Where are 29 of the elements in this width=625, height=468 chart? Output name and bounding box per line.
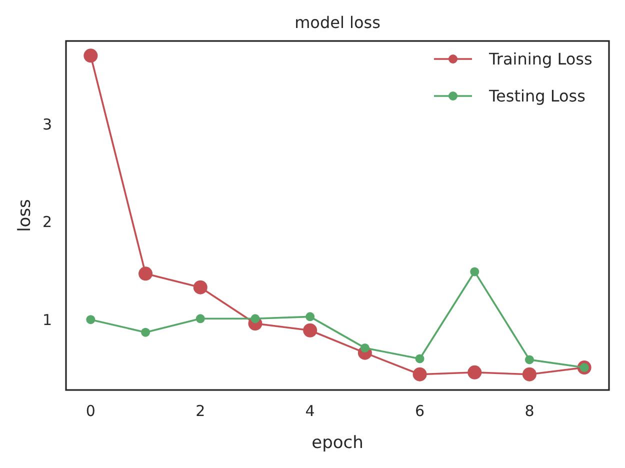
y-tick-label: 3 xyxy=(42,115,52,134)
y-tick-label: 1 xyxy=(42,310,52,329)
point xyxy=(470,267,480,276)
point xyxy=(86,315,96,324)
point xyxy=(196,314,205,324)
point xyxy=(360,343,370,352)
point xyxy=(306,312,315,322)
point xyxy=(412,367,427,382)
x-tick-label: 8 xyxy=(524,402,534,420)
y-tick-label: 2 xyxy=(42,213,52,232)
x-tick-label: 0 xyxy=(86,402,96,420)
point xyxy=(303,323,318,338)
legend-label: Training Loss xyxy=(488,50,592,69)
point xyxy=(193,280,208,294)
point xyxy=(84,48,98,63)
x-axis-title: epoch xyxy=(312,433,364,453)
point xyxy=(522,367,536,382)
point xyxy=(415,354,424,364)
point xyxy=(524,355,534,364)
point xyxy=(468,365,482,380)
x-tick-label: 4 xyxy=(305,402,315,420)
point xyxy=(138,266,153,281)
x-tick-label: 2 xyxy=(196,402,206,420)
x-tick-label: 6 xyxy=(415,402,425,420)
chart-title: model loss xyxy=(294,13,380,32)
point xyxy=(141,328,150,337)
point xyxy=(250,314,260,324)
y-axis-title: loss xyxy=(15,198,35,232)
legend-label: Testing Loss xyxy=(488,86,586,106)
